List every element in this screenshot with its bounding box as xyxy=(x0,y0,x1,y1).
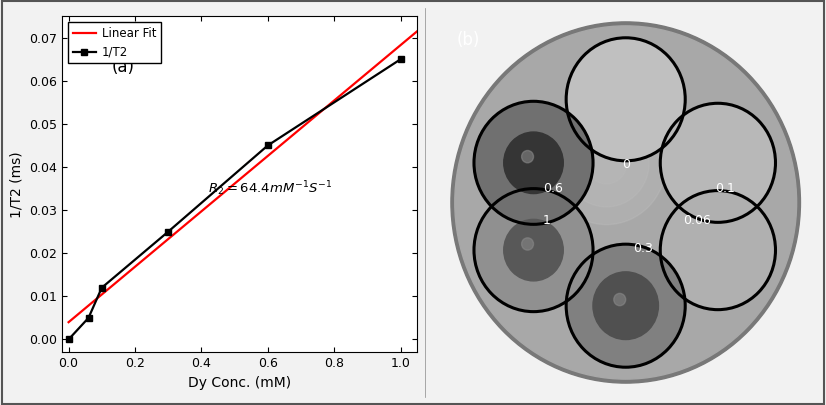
Line: 1/T2: 1/T2 xyxy=(65,56,404,343)
Circle shape xyxy=(593,272,658,339)
Circle shape xyxy=(504,220,563,281)
Text: $R_2=64.4mM^{-1}S^{-1}$: $R_2=64.4mM^{-1}S^{-1}$ xyxy=(208,179,333,198)
X-axis label: Dy Conc. (mM): Dy Conc. (mM) xyxy=(188,376,291,390)
Text: 0.6: 0.6 xyxy=(543,182,563,195)
1/T2 xyxy=(164,229,173,234)
Text: 0.3: 0.3 xyxy=(633,242,653,255)
1/T2 xyxy=(263,143,273,148)
Text: 1: 1 xyxy=(543,214,551,227)
Circle shape xyxy=(614,293,626,306)
Circle shape xyxy=(504,132,563,194)
Circle shape xyxy=(474,101,593,224)
Circle shape xyxy=(660,191,776,310)
Circle shape xyxy=(566,38,686,161)
1/T2 xyxy=(396,57,406,62)
1/T2 xyxy=(83,315,93,320)
1/T2 xyxy=(64,337,74,342)
Text: 0: 0 xyxy=(622,158,629,171)
Circle shape xyxy=(586,142,627,184)
Circle shape xyxy=(566,244,686,367)
Circle shape xyxy=(547,101,667,225)
Circle shape xyxy=(564,119,649,207)
Y-axis label: 1/T2 (ms): 1/T2 (ms) xyxy=(10,151,23,217)
Legend: Linear Fit, 1/T2: Linear Fit, 1/T2 xyxy=(68,22,161,64)
Text: 0.06: 0.06 xyxy=(683,214,710,227)
Text: (a): (a) xyxy=(112,58,135,76)
Circle shape xyxy=(474,189,593,312)
Circle shape xyxy=(451,22,800,383)
Circle shape xyxy=(521,238,534,250)
Circle shape xyxy=(521,151,534,163)
Text: (b): (b) xyxy=(457,31,480,49)
Text: 0.1: 0.1 xyxy=(715,182,735,195)
Circle shape xyxy=(660,103,776,222)
Circle shape xyxy=(455,26,796,379)
1/T2 xyxy=(97,285,107,290)
